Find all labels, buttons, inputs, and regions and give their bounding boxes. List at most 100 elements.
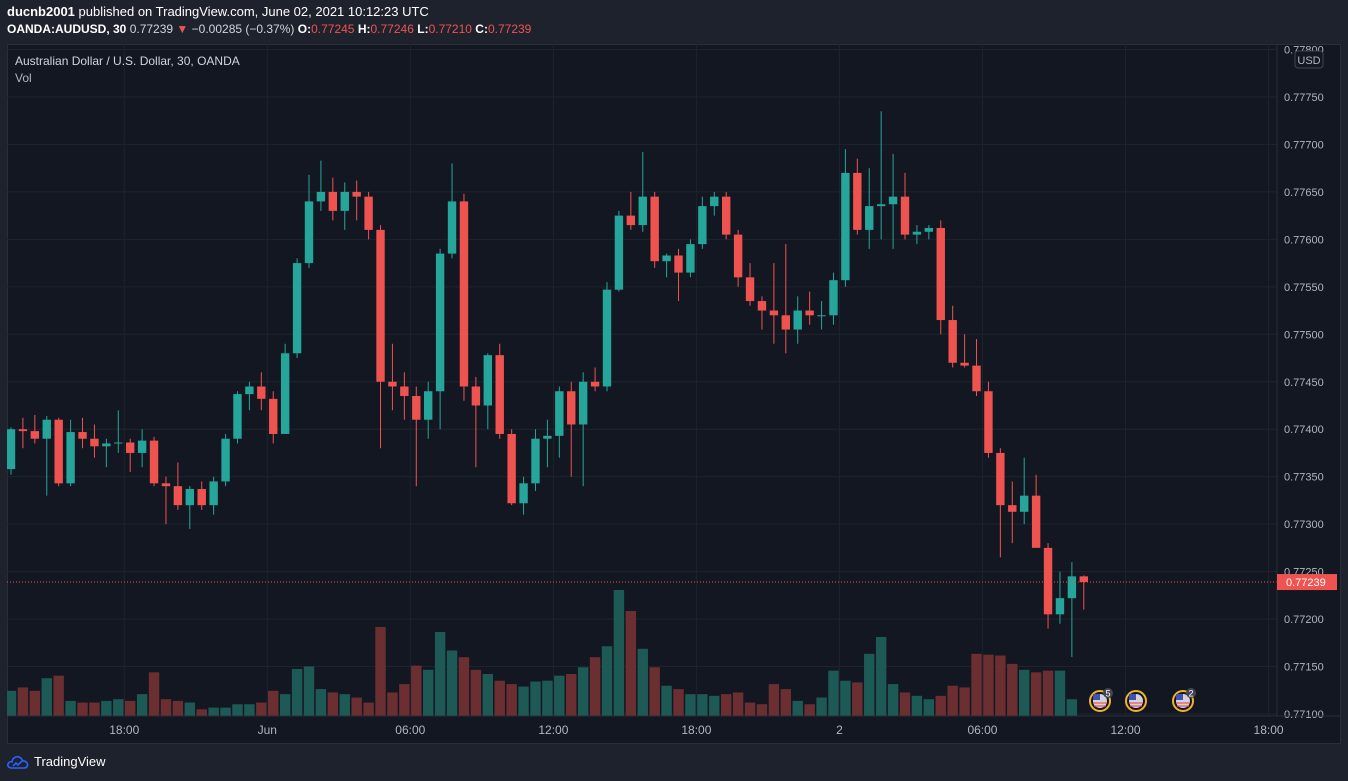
candle-body [459,201,469,387]
time-tick-label: 12:00 [538,723,568,737]
volume-bar [709,695,720,716]
candle-body [328,191,338,211]
candle-body [972,365,981,392]
volume-bar [601,646,613,716]
volume-bar [184,702,195,716]
candle-body [114,442,123,444]
volume-bar [136,694,148,716]
volume-bar [375,626,386,716]
candle-body [102,443,111,447]
candle-body [614,215,624,290]
price-tick-label: 0.77350 [1284,472,1324,484]
price-tick-label: 0.77500 [1284,329,1324,341]
candle-body [471,386,481,406]
candle-body [698,206,707,245]
footer: TradingView [0,744,1348,781]
volume-bar [649,667,660,716]
candle-body [304,201,314,264]
author-name[interactable]: ducnb2001 [7,4,75,19]
open-value: 0.77245 [311,22,355,36]
volume-bar [279,694,291,716]
candle-body [66,432,75,484]
volume-bar [244,704,255,716]
volume-bar [971,653,982,716]
candle-body [805,310,814,316]
volume-bar [673,689,684,716]
time-tick-label: 06:00 [395,723,425,737]
candle-body [733,234,743,278]
volume-bar [637,648,648,716]
price-tick-label: 0.77400 [1284,424,1324,436]
candle-body [185,489,194,506]
time-tick-label: Jun [258,723,277,737]
candle-body [7,429,16,470]
candle-body [435,253,445,392]
candle-body [853,172,862,230]
volume-bar [434,632,446,716]
candle-body [1031,495,1041,548]
volume-bar [220,707,231,716]
candle-body [1079,576,1088,583]
us-flag-event-icon[interactable]: 2 [1172,688,1196,712]
candle-body [555,391,564,436]
volume-bar [756,704,768,716]
price-tick-label: 0.77700 [1284,139,1324,151]
volume-bar [268,690,279,716]
candle-body [495,355,504,434]
candle-body [1067,576,1077,599]
volume-bar [101,700,112,716]
tradingview-logo[interactable]: TradingView [7,754,106,769]
candle-body [1008,505,1017,512]
volume-bar [518,686,529,716]
candle-body [316,191,326,202]
volume-bar [470,669,482,716]
candle-body [1020,495,1029,512]
volume-bar [923,699,935,716]
legend-volume: Vol [15,71,32,85]
volume-bar [589,657,601,716]
volume-bar [1019,669,1030,716]
us-flag-event-icon[interactable] [1125,690,1147,712]
time-axis[interactable]: 18:00 Jun 06:00 12:00 18:00 2 06:00 12:00 18:00 [7,715,1341,737]
volume-bar [315,689,327,716]
volume-bar [899,692,911,716]
candle-body [578,381,588,425]
volume-bar [947,685,958,716]
candle-body [662,255,671,262]
grid [7,44,1277,716]
event-count-label: 5 [1105,689,1110,699]
candle-body [626,215,636,226]
volume-bar [423,669,434,716]
candle-body [924,227,934,232]
volume-bar [1054,670,1066,716]
price-chart[interactable]: 0.771000.771500.772000.772500.773000.773… [7,44,1341,744]
price-tick-label: 0.77450 [1284,377,1324,389]
volume-bar [732,692,744,716]
candle-body [996,452,1005,506]
volume-bar [959,687,970,716]
candle-body [531,438,540,484]
candle-body [90,438,99,447]
candle-body [245,386,254,395]
volume-bar [828,670,839,716]
volume-bar [875,637,887,716]
volume-bar [935,695,946,716]
tradingview-cloud-icon [7,755,29,769]
volume-bar [804,704,815,716]
volume-bar [744,702,756,716]
volume-bar [554,675,565,716]
us-flag-event-icon[interactable]: 5 [1089,688,1113,712]
price-tick-label: 0.77100 [1284,709,1324,721]
price-tick-label: 0.77550 [1284,282,1324,294]
time-tick-label: 12:00 [1111,723,1141,737]
candle-body [722,196,731,235]
volume-bar [446,650,458,716]
volume-bar [172,700,184,716]
currency-badge[interactable]: USD [1294,50,1324,69]
price-axis[interactable]: 0.771000.771500.772000.772500.773000.773… [1276,44,1337,721]
candle-body [376,229,385,382]
price-tick-label: 0.77300 [1284,519,1324,531]
candle-body [900,196,910,235]
volume-bar [1066,699,1078,716]
